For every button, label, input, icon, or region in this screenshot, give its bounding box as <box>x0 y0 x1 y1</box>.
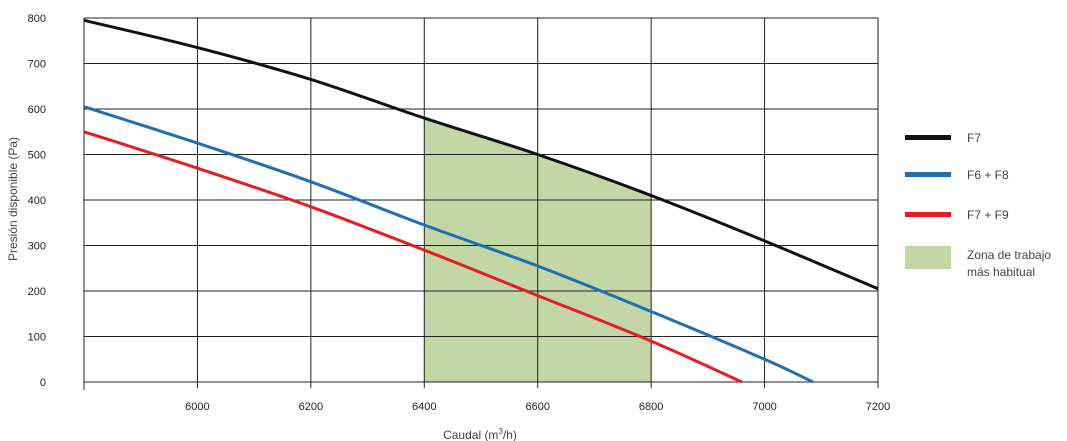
y-tick-label: 500 <box>28 150 46 162</box>
y-tick-label: 100 <box>28 332 46 344</box>
tick-layer: 0 100 200 300 400 500 600 700 800 6000 6200 6400 660… <box>28 13 891 413</box>
legend-swatch-f7 <box>905 135 951 140</box>
legend-swatch-f7-f9 <box>905 212 951 217</box>
x-axis-title-tail: /h) <box>503 428 517 441</box>
x-tick-label: 7200 <box>866 401 890 413</box>
legend-swatch-f6-f8 <box>905 172 951 177</box>
y-tick-label: 700 <box>28 59 46 71</box>
y-tick-label: 400 <box>28 195 46 207</box>
x-axis-title-superscript: 3 <box>498 427 503 436</box>
legend-label-f6-f8: F6 + F8 <box>967 168 1009 182</box>
x-axis-title-main: Caudal (m <box>443 428 498 441</box>
legend-label-f7: F7 <box>967 131 981 145</box>
x-tick-label: 6000 <box>185 401 209 413</box>
legend-label-f7-f9: F7 + F9 <box>967 208 1009 222</box>
series-line-f6-f8 <box>83 105 814 384</box>
legend-swatch-zone <box>905 246 951 269</box>
x-tick-label: 6600 <box>525 401 549 413</box>
series-layer <box>83 18 879 384</box>
legend-label-zone-line1: Zona de trabajo <box>967 248 1051 262</box>
x-tick-label: 6400 <box>412 401 436 413</box>
legend: F7 F6 + F8 F7 + F9 Zona de trabajo más h… <box>905 131 1051 279</box>
series-line-f7 <box>83 18 879 291</box>
series-line-f7-f9 <box>83 130 743 384</box>
legend-label-zone-line2: más habitual <box>967 265 1035 279</box>
y-tick-label: 200 <box>28 286 46 298</box>
y-tick-label: 0 <box>40 377 46 389</box>
y-tick-label: 300 <box>28 241 46 253</box>
y-tick-label: 800 <box>28 13 46 25</box>
x-axis-title: Caudal (m3/h) <box>443 427 517 441</box>
x-tick-label: 6800 <box>639 401 663 413</box>
y-tick-label: 600 <box>28 104 46 116</box>
x-tick-label: 6200 <box>299 401 323 413</box>
x-tick-label: 7000 <box>752 401 776 413</box>
y-axis-title: Presión disponible (Pa) <box>6 137 20 261</box>
